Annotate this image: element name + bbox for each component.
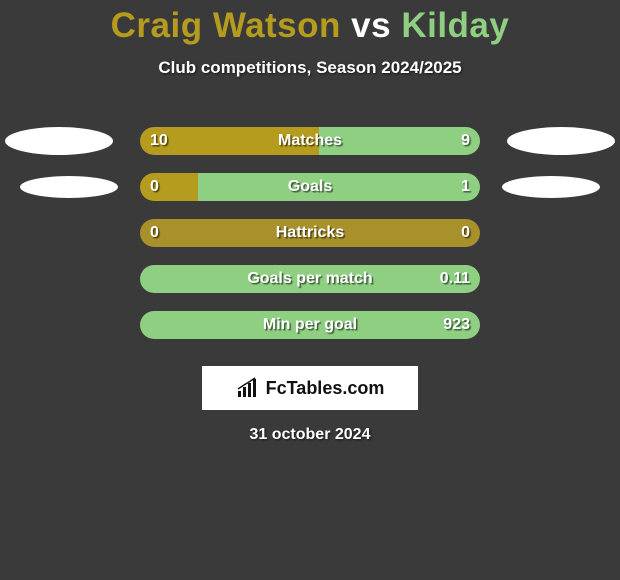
stat-bar: [140, 127, 480, 155]
stat-bar-right: [140, 265, 480, 293]
stat-bar-left: [140, 127, 319, 155]
page-title: Craig Watson vs Kilday: [0, 0, 620, 46]
stat-row: Goals01: [0, 164, 620, 210]
stat-bar-right: [198, 173, 480, 201]
stat-row: Matches109: [0, 118, 620, 164]
subtitle: Club competitions, Season 2024/2025: [0, 58, 620, 78]
stat-bar: [140, 311, 480, 339]
barchart-icon: [236, 377, 262, 399]
date-label: 31 october 2024: [0, 426, 620, 444]
stat-bar-right: [319, 127, 480, 155]
title-player2: Kilday: [401, 6, 509, 45]
stat-bar: [140, 219, 480, 247]
player1-marker: [5, 127, 113, 155]
player2-marker: [502, 176, 600, 198]
player1-marker: [20, 176, 118, 198]
comparison-infographic: Craig Watson vs Kilday Club competitions…: [0, 0, 620, 580]
logo-text: FcTables.com: [266, 378, 385, 399]
stat-bar: [140, 173, 480, 201]
stat-bar-left: [140, 173, 198, 201]
stat-row: Hattricks00: [0, 210, 620, 256]
stat-bar-right: [140, 311, 480, 339]
stat-rows: Matches109Goals01Hattricks00Goals per ma…: [0, 118, 620, 348]
logo-badge: FcTables.com: [202, 366, 418, 410]
title-vs: vs: [341, 6, 401, 45]
stat-row: Min per goal923: [0, 302, 620, 348]
title-player1: Craig Watson: [111, 6, 341, 45]
player2-marker: [507, 127, 615, 155]
stat-row: Goals per match0.11: [0, 256, 620, 302]
stat-bar: [140, 265, 480, 293]
